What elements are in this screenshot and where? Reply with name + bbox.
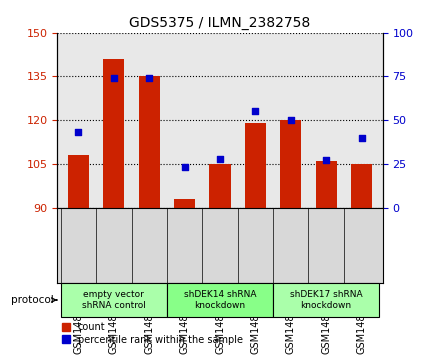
- Point: [146, 75, 153, 81]
- Text: shDEK17 shRNA
knockdown: shDEK17 shRNA knockdown: [290, 290, 363, 310]
- Point: [216, 156, 224, 162]
- Bar: [139, 77, 160, 208]
- Bar: [61, 283, 167, 317]
- Point: [110, 75, 117, 81]
- Point: [287, 117, 294, 123]
- Point: [181, 164, 188, 170]
- Bar: [209, 164, 231, 208]
- Text: shDEK14 shRNA
knockdown: shDEK14 shRNA knockdown: [184, 290, 256, 310]
- Bar: [103, 59, 125, 208]
- Point: [252, 109, 259, 114]
- Point: [323, 158, 330, 163]
- Legend: count, percentile rank within the sample: count, percentile rank within the sample: [62, 322, 242, 345]
- Bar: [351, 164, 372, 208]
- Bar: [315, 161, 337, 208]
- Point: [75, 130, 82, 135]
- Bar: [174, 199, 195, 208]
- Bar: [68, 155, 89, 208]
- Bar: [273, 283, 379, 317]
- Text: protocol: protocol: [11, 295, 57, 305]
- Point: [358, 135, 365, 140]
- Bar: [245, 123, 266, 208]
- Bar: [167, 283, 273, 317]
- Title: GDS5375 / ILMN_2382758: GDS5375 / ILMN_2382758: [129, 16, 311, 30]
- Text: empty vector
shRNA control: empty vector shRNA control: [82, 290, 146, 310]
- Bar: [280, 120, 301, 208]
